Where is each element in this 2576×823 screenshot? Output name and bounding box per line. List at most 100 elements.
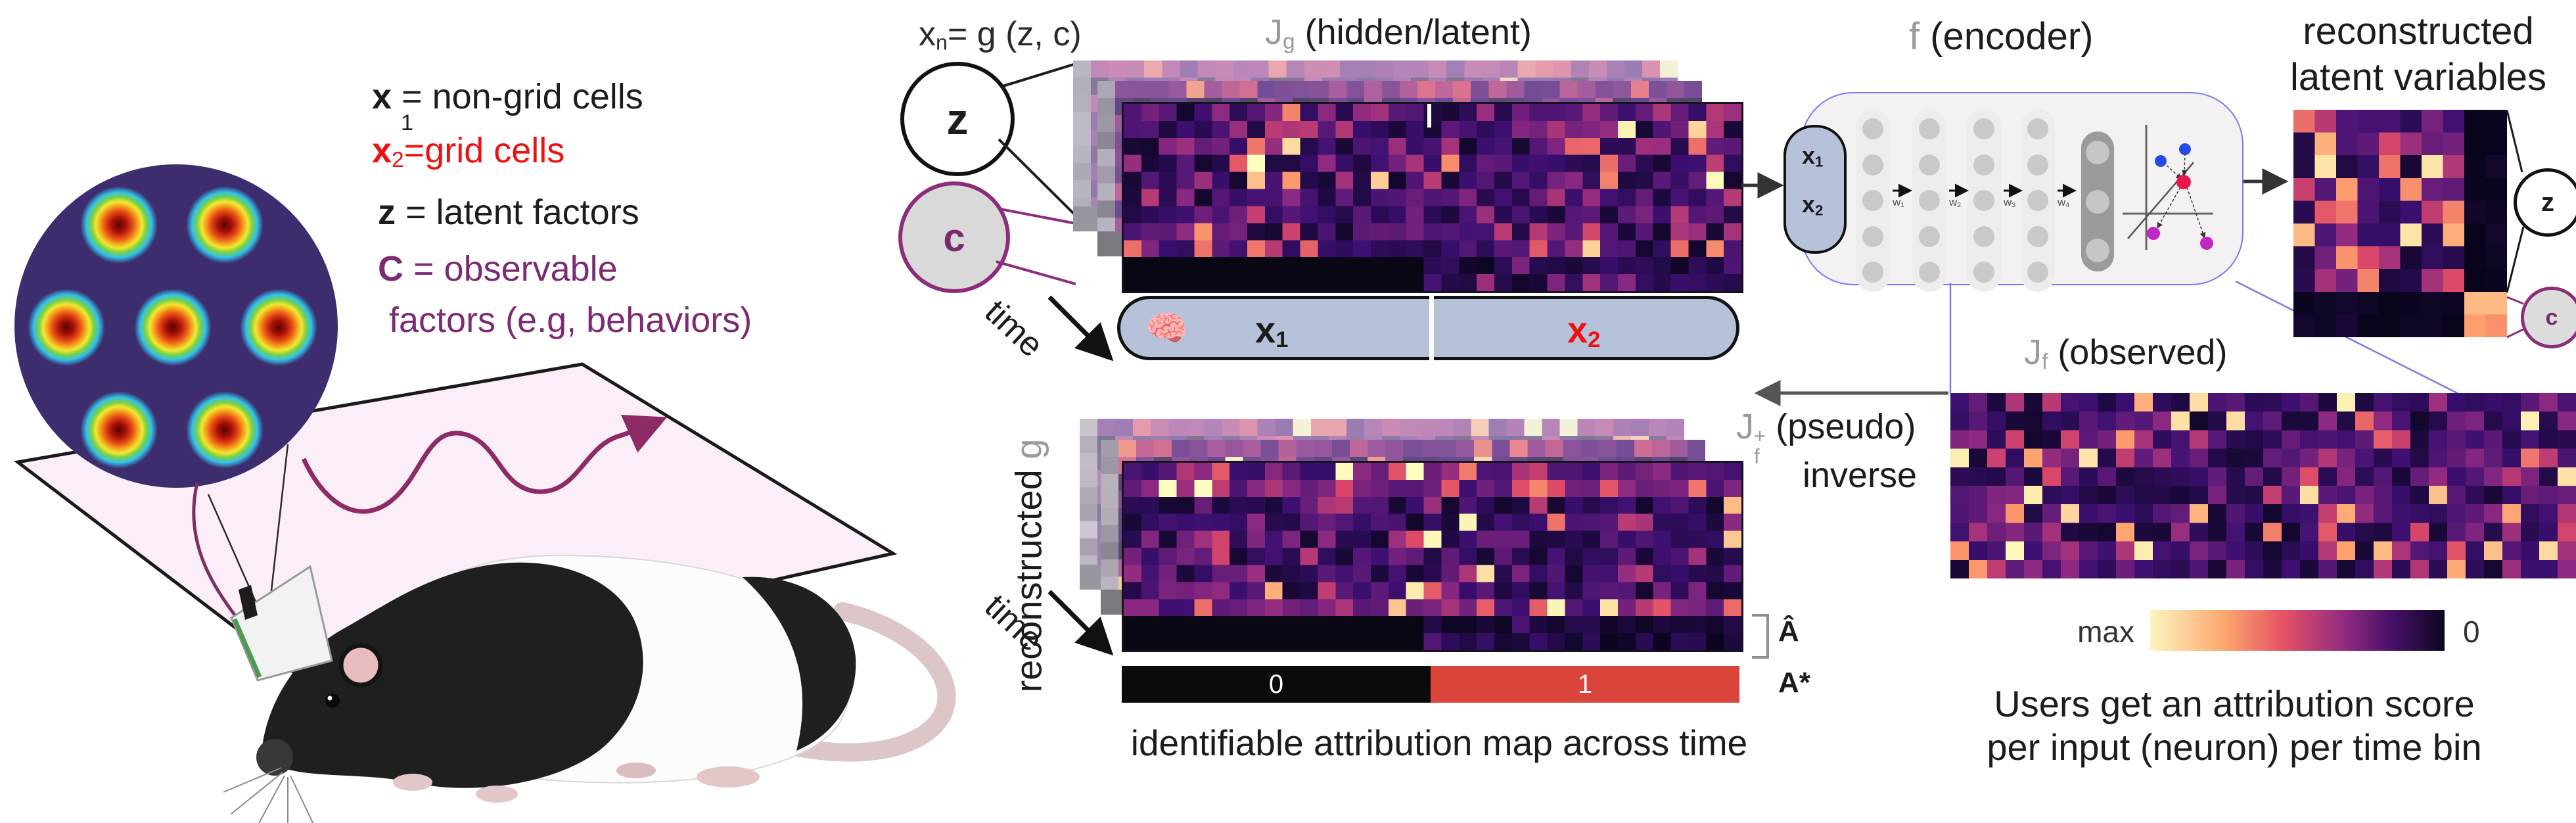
- w3-label: w3: [2004, 196, 2016, 210]
- grid-field-blob: [184, 184, 265, 266]
- attribution-colorbar: [2150, 610, 2445, 651]
- rat-muzzle: [256, 739, 293, 776]
- pseudo-inverse-arrow: [1754, 380, 1948, 406]
- encoder-title: f (encoder): [1909, 15, 2094, 58]
- jf-heatmap: [1950, 393, 2576, 578]
- scatter-blue-dot: [2155, 155, 2167, 167]
- pseudo-inverse-label-line2: inverse: [1802, 456, 1918, 495]
- nn-unit: [2086, 189, 2109, 214]
- legend-line-observable: C = observable: [378, 249, 618, 289]
- z-node: z: [900, 62, 1015, 176]
- colorbar-zero-label: 0: [2463, 615, 2480, 649]
- jg-heatmap-front: [1122, 102, 1743, 293]
- w2-label: w2: [1949, 196, 1962, 210]
- nn-unit: [2027, 225, 2048, 247]
- time-arrow-bottom: [1047, 590, 1114, 656]
- colorbar-max-label: max: [2077, 615, 2134, 649]
- score-caption-line2: per input (neuron) per time bin: [1987, 726, 2482, 768]
- grid-field-blob: [26, 287, 107, 368]
- nn-unit: [1919, 262, 1940, 283]
- nn-unit: [1862, 262, 1883, 283]
- a-hat-label: Â: [1778, 615, 1799, 647]
- pill-divider: [1429, 296, 1434, 360]
- legend-sub1: 1: [401, 110, 413, 135]
- x1x2-pill: 🧠 x1 x2: [1117, 296, 1739, 360]
- rat-front-paw: [476, 786, 518, 803]
- nn-unit: [1862, 190, 1883, 211]
- w1-label: w1: [1893, 196, 1905, 210]
- legend-line-grid: x2=grid cells: [372, 131, 565, 172]
- rat-illustration: [223, 554, 956, 823]
- latent-scatter-plot: [2123, 125, 2213, 250]
- rat-eye-glint: [327, 695, 333, 701]
- formula-label: xn= g (z, c): [919, 15, 1082, 55]
- rat-whiskers: [223, 767, 314, 823]
- nn-unit: [2027, 154, 2048, 176]
- nn-unit: [2086, 239, 2109, 262]
- a-star-zero-segment: 0: [1122, 666, 1431, 703]
- pill-x1-label: x1: [1255, 309, 1289, 353]
- rat-front-paw: [393, 774, 432, 791]
- nn-unit: [2027, 262, 2048, 283]
- nn-unit: [1919, 118, 1940, 139]
- score-caption-line1: Users get an attribution score: [1994, 683, 2475, 724]
- nn-unit: [2086, 141, 2109, 164]
- nn-unit: [1973, 262, 1994, 283]
- scatter-red-dot: [2176, 175, 2191, 189]
- recon-heatmap-front: [1122, 461, 1743, 652]
- nn-output-layer: [2081, 131, 2114, 271]
- a-star-label: A*: [1778, 667, 1810, 699]
- nn-unit: [2027, 118, 2048, 139]
- a-hat-bracket: [1752, 614, 1769, 659]
- nn-unit: [1973, 190, 1994, 211]
- time-arrow-top: [1047, 295, 1114, 362]
- split-tick: [1427, 104, 1431, 128]
- nn-unit: [1973, 154, 1994, 176]
- w4-label: w4: [2058, 196, 2070, 210]
- nn-unit: [1862, 118, 1883, 139]
- nn-weight-arrows: [1893, 183, 2077, 198]
- nn-layer-1: [1856, 109, 1890, 292]
- grid-field-blob: [78, 184, 160, 266]
- scatter-blue-dot: [2179, 143, 2191, 155]
- encoder-x2: x2: [1802, 191, 1824, 219]
- legend-line-latent: z = latent factors: [378, 193, 639, 232]
- jf-title: Jf (observed): [2024, 333, 2228, 374]
- zc-funnel-lines: [996, 62, 1077, 285]
- encoder-input-capsule: x1 x2: [1783, 125, 1847, 254]
- pseudo-inverse-label: J + f (pseudo): [1736, 407, 1916, 469]
- latent-z-node: z: [2514, 168, 2576, 237]
- nn-unit: [1862, 225, 1883, 247]
- nn-unit: [1973, 118, 1994, 139]
- legend-line-nongrid: x = non-grid cells: [372, 77, 643, 116]
- jg-title: Jg (hidden/latent): [1265, 12, 1532, 54]
- scatter-magenta-dot: [2200, 237, 2213, 250]
- rat-head-shoulders: [262, 562, 643, 788]
- stack-gray-corner: [1101, 590, 1122, 615]
- rat-rump-patch: [743, 576, 856, 751]
- latent-heatmap: [2293, 110, 2507, 337]
- legend-line-factors: factors (e.g, behaviors): [389, 300, 752, 340]
- latent-zc-lines: [2506, 110, 2525, 339]
- a-star-one-segment: 1: [1431, 666, 1739, 703]
- rat-ear: [338, 643, 383, 688]
- encoder-output-arrow: [2243, 168, 2289, 195]
- stack-gray-corner: [1097, 231, 1122, 256]
- c-node: c: [898, 181, 1010, 293]
- grid-field-blob: [132, 287, 214, 368]
- nn-unit: [1862, 154, 1883, 176]
- scatter-magenta-dot: [2147, 227, 2160, 240]
- encoder-x1: x1: [1802, 142, 1824, 170]
- rat-hind-paw: [616, 763, 656, 778]
- nn-unit: [1973, 225, 1994, 247]
- latent-title-line1: reconstructed: [2303, 10, 2534, 53]
- left-illustration: [13, 164, 956, 823]
- jg-to-encoder-arrow: [1741, 172, 1784, 199]
- nn-layer-3: [1967, 109, 2001, 292]
- grid-field-blob: [184, 389, 265, 471]
- nn-unit: [2027, 190, 2048, 211]
- nn-layer-2: [1912, 109, 1946, 292]
- inset-connector-line: [267, 444, 289, 615]
- pill-x2-label: x2: [1567, 309, 1601, 353]
